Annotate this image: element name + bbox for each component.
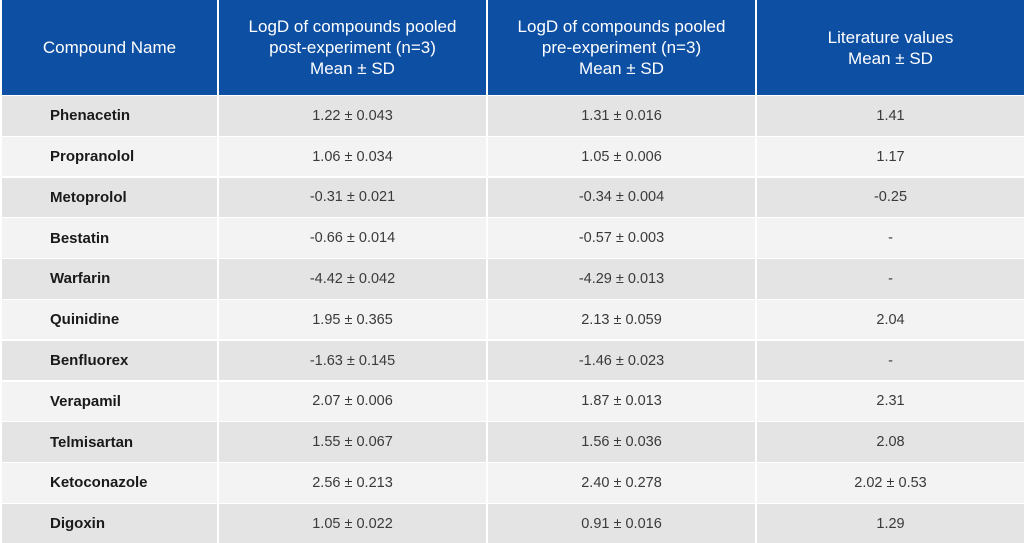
- table-header-row: Compound Name LogD of compounds pooled p…: [0, 0, 1024, 95]
- pre-experiment-cell: 1.87 ± 0.013: [488, 381, 755, 422]
- post-experiment-cell: 2.56 ± 0.213: [219, 463, 486, 503]
- header-line: post-experiment (n=3): [269, 38, 436, 57]
- pre-experiment-cell: 1.05 ± 0.006: [488, 136, 755, 177]
- compound-name-cell: Phenacetin: [2, 96, 217, 136]
- literature-value-cell: 1.29: [757, 503, 1024, 543]
- pre-experiment-cell: 0.91 ± 0.016: [488, 503, 755, 543]
- header-line: Literature values: [827, 27, 954, 47]
- pre-experiment-cell: -4.29 ± 0.013: [488, 259, 755, 299]
- post-experiment-cell: -1.63 ± 0.145: [219, 340, 486, 381]
- literature-value-cell: -: [757, 340, 1024, 381]
- pre-experiment-cell: -0.34 ± 0.004: [488, 177, 755, 218]
- table-row: Quinidine 1.95 ± 0.365 2.13 ± 0.059 2.04: [0, 299, 1024, 340]
- literature-value-cell: 2.04: [757, 299, 1024, 340]
- post-experiment-cell: -4.42 ± 0.042: [219, 259, 486, 299]
- header-line: Mean ± SD: [579, 59, 664, 78]
- literature-value-cell: -0.25: [757, 177, 1024, 218]
- compound-name-cell: Verapamil: [2, 381, 217, 422]
- table-row: Verapamil 2.07 ± 0.006 1.87 ± 0.013 2.31: [0, 381, 1024, 422]
- literature-value-cell: 2.08: [757, 422, 1024, 462]
- compound-name-cell: Warfarin: [2, 259, 217, 299]
- header-post-experiment: LogD of compounds pooled post-experiment…: [219, 0, 486, 95]
- pre-experiment-cell: 1.31 ± 0.016: [488, 96, 755, 136]
- literature-value-cell: 2.31: [757, 381, 1024, 422]
- header-line: Compound Name: [42, 38, 177, 57]
- compound-name-cell: Digoxin: [2, 503, 217, 543]
- pre-experiment-cell: -0.57 ± 0.003: [488, 218, 755, 258]
- literature-value-cell: 2.02 ± 0.53: [757, 463, 1024, 503]
- post-experiment-cell: 1.22 ± 0.043: [219, 96, 486, 136]
- compound-name-cell: Metoprolol: [2, 177, 217, 218]
- post-experiment-cell: 1.95 ± 0.365: [219, 299, 486, 340]
- post-experiment-cell: 2.07 ± 0.006: [219, 381, 486, 422]
- table-row: Warfarin -4.42 ± 0.042 -4.29 ± 0.013 -: [0, 259, 1024, 299]
- pre-experiment-cell: -1.46 ± 0.023: [488, 340, 755, 381]
- table-body: Phenacetin 1.22 ± 0.043 1.31 ± 0.016 1.4…: [0, 96, 1024, 543]
- compound-name-cell: Ketoconazole: [2, 463, 217, 503]
- table-row: Ketoconazole 2.56 ± 0.213 2.40 ± 0.278 2…: [0, 463, 1024, 503]
- table-row: Propranolol 1.06 ± 0.034 1.05 ± 0.006 1.…: [0, 136, 1024, 177]
- literature-value-cell: 1.41: [757, 96, 1024, 136]
- pre-experiment-cell: 2.13 ± 0.059: [488, 299, 755, 340]
- post-experiment-cell: 1.05 ± 0.022: [219, 503, 486, 543]
- literature-value-cell: -: [757, 259, 1024, 299]
- post-experiment-cell: 1.55 ± 0.067: [219, 422, 486, 462]
- compound-name-cell: Benfluorex: [2, 340, 217, 381]
- table-row: Phenacetin 1.22 ± 0.043 1.31 ± 0.016 1.4…: [0, 96, 1024, 136]
- header-line: Mean ± SD: [310, 59, 395, 78]
- table-row: Digoxin 1.05 ± 0.022 0.91 ± 0.016 1.29: [0, 503, 1024, 543]
- post-experiment-cell: 1.06 ± 0.034: [219, 136, 486, 177]
- table-row: Metoprolol -0.31 ± 0.021 -0.34 ± 0.004 -…: [0, 177, 1024, 218]
- table-row: Telmisartan 1.55 ± 0.067 1.56 ± 0.036 2.…: [0, 422, 1024, 462]
- header-compound-name: Compound Name: [2, 0, 217, 95]
- header-line: Mean ± SD: [848, 48, 933, 68]
- post-experiment-cell: -0.31 ± 0.021: [219, 177, 486, 218]
- header-line: LogD of compounds pooled: [517, 17, 726, 36]
- table-row: Benfluorex -1.63 ± 0.145 -1.46 ± 0.023 -: [0, 340, 1024, 381]
- table-row: Bestatin -0.66 ± 0.014 -0.57 ± 0.003 -: [0, 218, 1024, 258]
- pre-experiment-cell: 1.56 ± 0.036: [488, 422, 755, 462]
- compound-name-cell: Propranolol: [2, 136, 217, 177]
- compound-name-cell: Bestatin: [2, 218, 217, 258]
- header-pre-experiment: LogD of compounds pooled pre-experiment …: [488, 0, 755, 95]
- header-line: pre-experiment (n=3): [541, 38, 702, 57]
- literature-value-cell: -: [757, 218, 1024, 258]
- post-experiment-cell: -0.66 ± 0.014: [219, 218, 486, 258]
- compound-name-cell: Quinidine: [2, 299, 217, 340]
- pre-experiment-cell: 2.40 ± 0.278: [488, 463, 755, 503]
- header-line: LogD of compounds pooled: [248, 17, 457, 36]
- header-literature-values: Literature values Mean ± SD: [757, 0, 1024, 95]
- literature-value-cell: 1.17: [757, 136, 1024, 177]
- compound-name-cell: Telmisartan: [2, 422, 217, 462]
